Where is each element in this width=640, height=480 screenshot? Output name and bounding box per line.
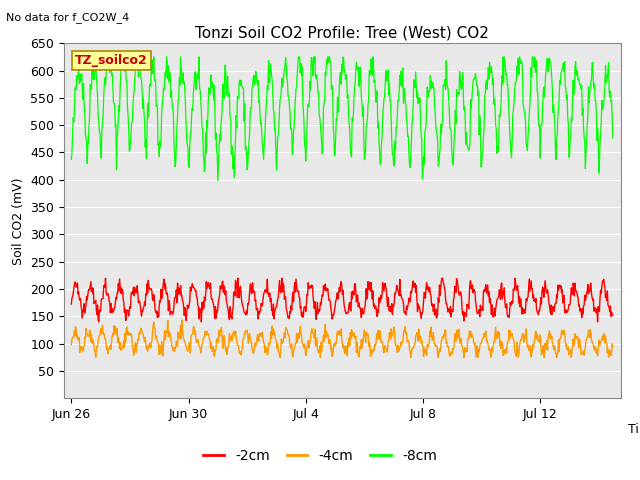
- Text: TZ_soilco2: TZ_soilco2: [75, 54, 148, 67]
- Text: No data for f_CO2W_4: No data for f_CO2W_4: [6, 12, 130, 23]
- Legend: -2cm, -4cm, -8cm: -2cm, -4cm, -8cm: [198, 443, 442, 468]
- X-axis label: Time: Time: [628, 423, 640, 436]
- Title: Tonzi Soil CO2 Profile: Tree (West) CO2: Tonzi Soil CO2 Profile: Tree (West) CO2: [195, 25, 490, 41]
- Y-axis label: Soil CO2 (mV): Soil CO2 (mV): [12, 177, 25, 264]
